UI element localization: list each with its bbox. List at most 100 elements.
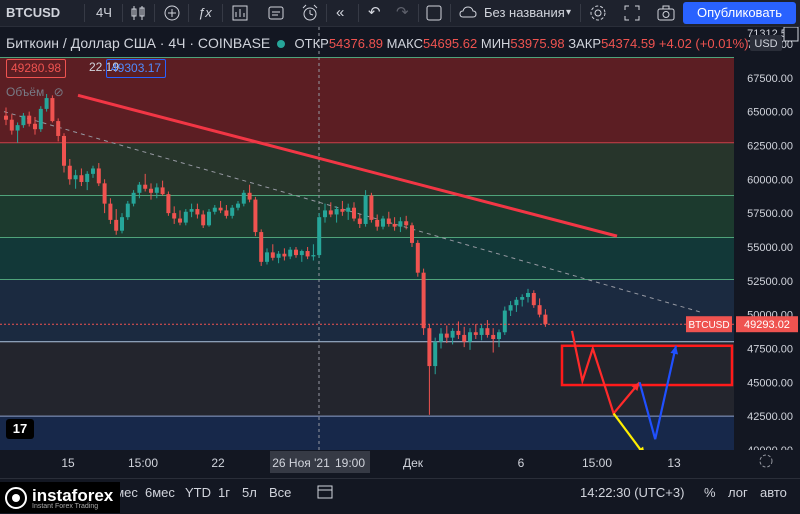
candle (137, 181, 142, 199)
toolbar-divider (326, 4, 327, 22)
low-label: МИН (480, 36, 511, 51)
watermark-subtitle: Instant Forex Trading (32, 503, 99, 510)
percent-toggle[interactable]: % (704, 485, 716, 500)
clock-time[interactable]: 14:22:30 (UTC+3) (580, 485, 685, 500)
buy-price-badge[interactable]: 49303.17 (106, 59, 167, 78)
time-tick: 19:00 (335, 456, 365, 470)
candle (433, 337, 438, 375)
volume-label: Объём (6, 85, 45, 99)
layout-name[interactable]: Без названия (484, 5, 565, 20)
currency-selector[interactable] (750, 35, 782, 51)
candle (468, 328, 472, 350)
add-indicator-icon[interactable] (162, 3, 182, 23)
interval-button[interactable]: 4Ч (96, 5, 112, 20)
candle (62, 133, 66, 173)
replay-icon[interactable]: « (336, 4, 345, 21)
price-zone (0, 142, 734, 196)
high-value: 54695.62 (423, 36, 478, 51)
resistance-trendline (77, 93, 618, 238)
candle (195, 203, 200, 219)
redo-icon[interactable]: ↷ (396, 4, 409, 21)
publish-button[interactable]: Опубликовать (683, 2, 796, 24)
top-toolbar: BTCUSD 4Ч ƒx « ↶ ↷ Без названия ▾ Опубл (0, 0, 800, 27)
candle (427, 324, 432, 415)
candle (4, 107, 8, 126)
candle (172, 206, 177, 224)
time-tick: 15:00 (582, 456, 612, 470)
log-toggle[interactable]: лог (728, 485, 748, 500)
candle (537, 298, 542, 318)
price-tick: 60000.00 (747, 174, 793, 186)
camera-icon[interactable] (656, 3, 676, 23)
eye-hidden-icon[interactable]: ⊘ (53, 85, 64, 99)
candle (282, 248, 287, 261)
toolbar-divider (154, 4, 155, 22)
toolbar-divider (222, 4, 223, 22)
symbol-legend: Биткоин / Доллар США · 4Ч · COINBASE ОТК… (6, 35, 749, 51)
candle (305, 246, 310, 260)
maximize-icon[interactable] (783, 27, 799, 42)
compare-icon[interactable] (266, 3, 286, 23)
candle (236, 200, 240, 211)
price-zone (0, 57, 734, 143)
range-button[interactable]: 6мес (145, 485, 175, 500)
range-button[interactable]: 5л (242, 485, 257, 500)
price-tick: 45000.00 (747, 377, 793, 389)
candles-icon[interactable] (128, 3, 148, 23)
indicators-icon[interactable]: ƒx (198, 5, 212, 20)
candle (392, 217, 397, 231)
templates-icon[interactable] (230, 3, 250, 23)
price-zone (0, 279, 734, 342)
range-button[interactable]: 1г (218, 485, 230, 500)
fullscreen-box-icon[interactable] (424, 3, 444, 23)
auto-toggle[interactable]: авто (760, 485, 787, 500)
candle (143, 173, 148, 192)
candle (218, 200, 223, 214)
candle (125, 200, 130, 220)
candle (531, 290, 536, 308)
date-range-icon[interactable] (316, 483, 334, 501)
price-tick: 62500.00 (747, 140, 793, 152)
sell-price-badge[interactable]: 49280.98 (6, 59, 67, 78)
candle (485, 320, 490, 338)
candle (9, 114, 14, 135)
candle (439, 328, 443, 349)
fullscreen-icon[interactable] (622, 3, 642, 23)
volume-indicator[interactable]: Объём ⊘ (6, 85, 64, 99)
price-tick: 65000.00 (747, 107, 793, 119)
chevron-down-icon[interactable]: ▾ (566, 7, 572, 18)
candle (15, 122, 20, 143)
toolbar-divider (358, 4, 359, 22)
price-chart[interactable]: 70000.0067500.0065000.0062500.0060000.00… (0, 27, 800, 478)
toolbar-divider (188, 4, 189, 22)
candle (294, 246, 298, 258)
candle (375, 214, 380, 231)
price-tick: 47500.00 (747, 343, 793, 355)
gear-icon[interactable] (759, 454, 773, 468)
price-axis[interactable] (734, 27, 800, 450)
candle (369, 192, 374, 223)
alert-clock-icon[interactable] (300, 3, 320, 23)
undo-icon[interactable]: ↶ (368, 4, 381, 21)
range-button[interactable]: Все (269, 485, 292, 500)
candle (50, 95, 55, 123)
close-value: 54374.59 (601, 36, 656, 51)
symbol-search[interactable]: BTCUSD (6, 5, 61, 20)
range-button[interactable]: YTD (185, 485, 211, 500)
svg-text:BTCUSD: BTCUSD (688, 320, 729, 331)
tradingview-logo: 17 (6, 419, 34, 439)
candle (491, 328, 496, 353)
candle (502, 306, 507, 335)
candle (317, 213, 322, 258)
candle (207, 209, 211, 227)
candle (120, 213, 124, 234)
gear-icon[interactable] (588, 3, 608, 23)
candle (178, 210, 182, 226)
svg-text:49293.02: 49293.02 (744, 319, 790, 331)
candle (328, 202, 333, 218)
candle (56, 118, 61, 142)
time-axis[interactable] (0, 450, 800, 478)
candle (352, 202, 356, 222)
time-tick: Дек (403, 456, 424, 470)
candle (514, 297, 519, 312)
